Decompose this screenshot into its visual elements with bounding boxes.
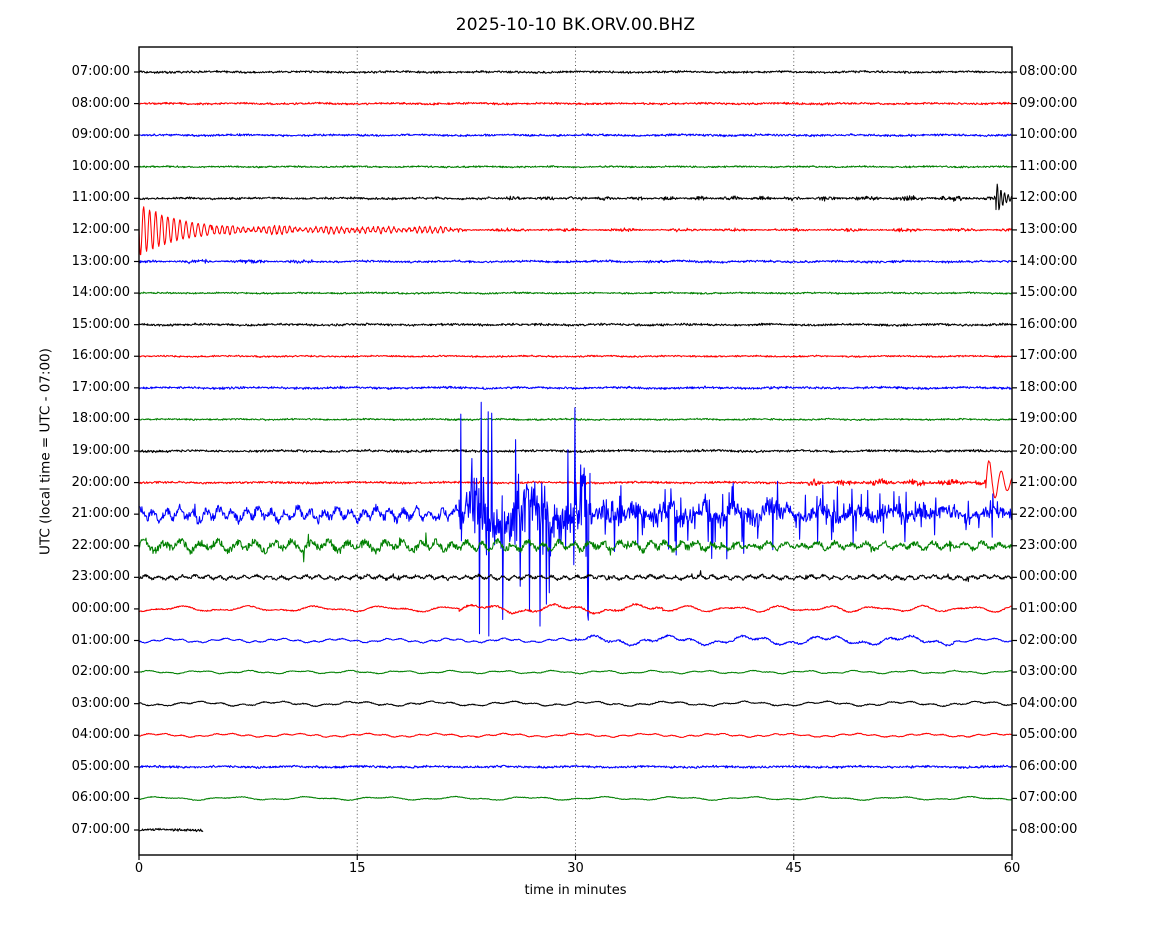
end-time-label-23: 07:00:00 (1019, 790, 1078, 806)
end-time-label-19: 03:00:00 (1019, 664, 1078, 680)
x-tick-label-15: 15 (348, 861, 366, 876)
utc-start-time-label-1: 08:00:00 (71, 95, 130, 111)
utc-start-time-label-3: 10:00:00 (71, 158, 130, 174)
utc-start-time-label-11: 18:00:00 (71, 411, 130, 427)
trace-11:00:00 (139, 183, 1012, 211)
x-tick-label-60: 60 (1003, 861, 1021, 876)
trace-02:00:00 (139, 669, 1012, 675)
utc-start-time-label-8: 15:00:00 (71, 316, 130, 332)
end-time-label-1: 09:00:00 (1019, 95, 1078, 111)
x-tick-label-45: 45 (785, 861, 803, 876)
utc-start-time-label-24: 07:00:00 (71, 822, 130, 837)
end-time-label-16: 00:00:00 (1019, 569, 1078, 585)
trace-13:00:00 (139, 258, 1012, 265)
end-time-label-22: 06:00:00 (1019, 758, 1078, 774)
end-time-label-9: 17:00:00 (1019, 348, 1078, 364)
x-axis-title: time in minutes (524, 883, 627, 898)
utc-start-time-label-13: 20:00:00 (71, 474, 130, 490)
end-time-label-8: 16:00:00 (1019, 316, 1078, 332)
end-time-label-17: 01:00:00 (1019, 600, 1078, 616)
end-time-label-12: 20:00:00 (1019, 443, 1078, 458)
utc-start-time-label-20: 03:00:00 (71, 695, 130, 711)
utc-start-time-label-16: 23:00:00 (71, 569, 130, 585)
utc-start-time-label-22: 05:00:00 (71, 758, 130, 774)
end-time-label-0: 08:00:00 (1019, 64, 1078, 79)
trace-00:00:00 (139, 603, 1012, 615)
utc-start-time-label-5: 12:00:00 (71, 221, 130, 237)
trace-14:00:00 (139, 291, 1012, 295)
end-time-label-13: 21:00:00 (1019, 474, 1078, 490)
end-time-label-14: 22:00:00 (1019, 506, 1078, 522)
end-time-label-20: 04:00:00 (1019, 695, 1078, 711)
chart-title: 2025-10-10 BK.ORV.00.BHZ (455, 15, 696, 35)
utc-start-time-label-23: 06:00:00 (71, 790, 130, 806)
trace-22:00:00 (139, 532, 1012, 563)
end-time-label-6: 14:00:00 (1019, 253, 1078, 269)
utc-start-time-label-9: 16:00:00 (71, 348, 130, 364)
end-time-label-10: 18:00:00 (1019, 379, 1078, 395)
utc-start-time-label-7: 14:00:00 (71, 285, 130, 301)
trace-17:00:00 (139, 385, 1012, 391)
utc-start-time-label-6: 13:00:00 (71, 253, 130, 269)
trace-23:00:00 (139, 570, 1012, 583)
end-time-label-24: 08:00:00 (1019, 822, 1078, 837)
utc-start-time-label-14: 21:00:00 (71, 506, 130, 522)
utc-start-time-label-15: 22:00:00 (71, 537, 130, 553)
end-time-label-2: 10:00:00 (1019, 127, 1078, 143)
utc-start-time-label-0: 07:00:00 (71, 64, 130, 79)
traces-group (139, 69, 1012, 833)
utc-start-time-label-10: 17:00:00 (71, 379, 130, 395)
utc-start-time-label-2: 09:00:00 (71, 127, 130, 143)
utc-start-time-label-12: 19:00:00 (71, 443, 130, 458)
trace-18:00:00 (139, 417, 1012, 422)
end-time-label-4: 12:00:00 (1019, 190, 1078, 206)
trace-01:00:00 (139, 634, 1012, 647)
end-time-label-15: 23:00:00 (1019, 537, 1078, 553)
end-time-label-5: 13:00:00 (1019, 221, 1078, 237)
end-time-label-11: 19:00:00 (1019, 411, 1078, 427)
trace-15:00:00 (139, 322, 1012, 327)
trace-21:00:00 (139, 401, 1012, 637)
end-time-label-21: 05:00:00 (1019, 727, 1078, 743)
trace-09:00:00 (139, 133, 1012, 138)
trace-16:00:00 (139, 354, 1012, 358)
x-tick-label-0: 0 (134, 861, 144, 876)
utc-start-time-label-19: 02:00:00 (71, 664, 130, 680)
utc-start-time-label-17: 00:00:00 (71, 600, 130, 616)
trace-03:00:00 (139, 700, 1012, 708)
end-time-label-3: 11:00:00 (1019, 158, 1078, 174)
trace-04:00:00 (139, 732, 1012, 739)
trace-06:00:00 (139, 795, 1012, 802)
end-time-label-7: 15:00:00 (1019, 285, 1078, 301)
trace-05:00:00 (139, 764, 1012, 770)
trace-12:00:00 (139, 206, 1012, 256)
trace-07:00:00 (139, 827, 204, 833)
x-tick-label-30: 30 (567, 861, 584, 876)
utc-start-time-label-4: 11:00:00 (71, 190, 130, 206)
trace-10:00:00 (139, 165, 1012, 169)
trace-08:00:00 (139, 101, 1012, 106)
end-time-label-18: 02:00:00 (1019, 632, 1078, 648)
utc-start-time-label-21: 04:00:00 (71, 727, 130, 743)
utc-start-time-label-18: 01:00:00 (71, 632, 130, 648)
trace-07:00:00 (139, 69, 1012, 75)
